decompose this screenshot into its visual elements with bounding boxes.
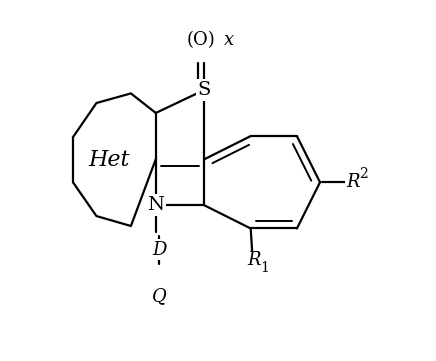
Text: (O): (O)	[187, 31, 215, 49]
Text: N: N	[147, 196, 164, 214]
Text: 1: 1	[260, 261, 269, 275]
Text: Het: Het	[89, 149, 130, 171]
Text: R: R	[346, 173, 359, 191]
Text: D: D	[152, 241, 167, 259]
Text: x: x	[224, 31, 234, 49]
Text: Q: Q	[152, 287, 167, 305]
Text: 2: 2	[359, 168, 368, 182]
Text: S: S	[198, 81, 211, 99]
Text: R: R	[248, 252, 261, 269]
